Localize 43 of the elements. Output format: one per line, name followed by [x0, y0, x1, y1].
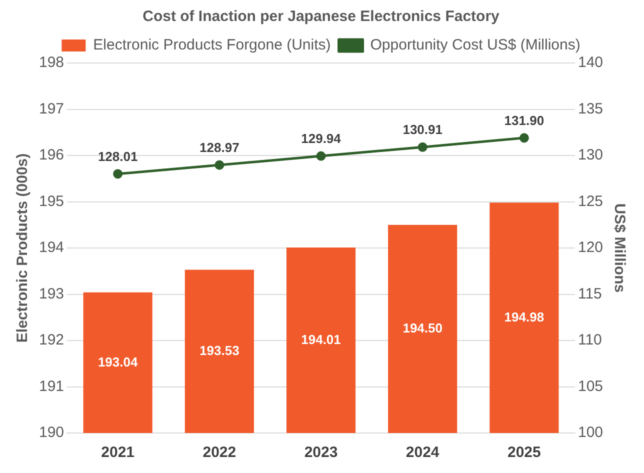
y2-axis-title: US$ Millions — [610, 203, 628, 293]
y-tick-label: 193 — [38, 285, 64, 302]
y2-tick-label: 135 — [578, 100, 604, 118]
y2-tick-label: 105 — [578, 378, 604, 395]
data-label: 193.53 — [200, 342, 240, 358]
legend-label: Electronic Products Forgone (Units) — [93, 36, 331, 54]
data-label: 129.94 — [301, 131, 342, 146]
x-tick-label: 2023 — [304, 444, 338, 462]
y-tick-label: 196 — [38, 146, 64, 164]
x-tick-label: 2022 — [202, 444, 236, 462]
y2-tick-label: 110 — [578, 332, 602, 349]
y-tick-label: 197 — [38, 100, 64, 118]
point — [519, 133, 529, 143]
data-label: 130.91 — [402, 122, 442, 138]
y-tick-label: 192 — [38, 332, 64, 349]
y-tick-label: 194 — [38, 239, 64, 256]
y2-tick-label: 130 — [578, 146, 604, 164]
data-label: 194.50 — [402, 320, 442, 336]
point — [418, 142, 428, 152]
data-label: 131.90 — [504, 113, 544, 128]
y-tick-label: 195 — [38, 192, 64, 210]
point — [113, 169, 123, 179]
y-axis-title: Electronic Products (000s) — [14, 153, 32, 343]
y2-tick-label: 120 — [578, 239, 604, 256]
chart-title: Cost of Inaction per Japanese Electronics Factory — [142, 8, 500, 26]
data-label: 128.01 — [98, 148, 138, 164]
point — [316, 151, 326, 161]
y-tick-label: 191 — [38, 378, 64, 395]
x-tick-label: 2021 — [101, 444, 135, 462]
point — [214, 160, 224, 170]
data-label: 193.04 — [98, 354, 138, 370]
x-tick-label: 2025 — [507, 444, 541, 462]
data-label: 194.01 — [301, 332, 341, 347]
y2-tick-label: 140 — [578, 54, 604, 72]
y2-tick-label: 100 — [578, 424, 604, 442]
data-label: 128.97 — [200, 140, 240, 156]
y2-tick-label: 125 — [578, 192, 604, 210]
y-tick-label: 198 — [38, 54, 64, 72]
x-tick-label: 2024 — [406, 444, 440, 462]
data-label: 194.98 — [504, 309, 544, 324]
y-tick-label: 190 — [38, 424, 64, 442]
y2-tick-label: 115 — [578, 285, 602, 302]
legend-label: Opportunity Cost US$ (Millions) — [370, 36, 580, 54]
